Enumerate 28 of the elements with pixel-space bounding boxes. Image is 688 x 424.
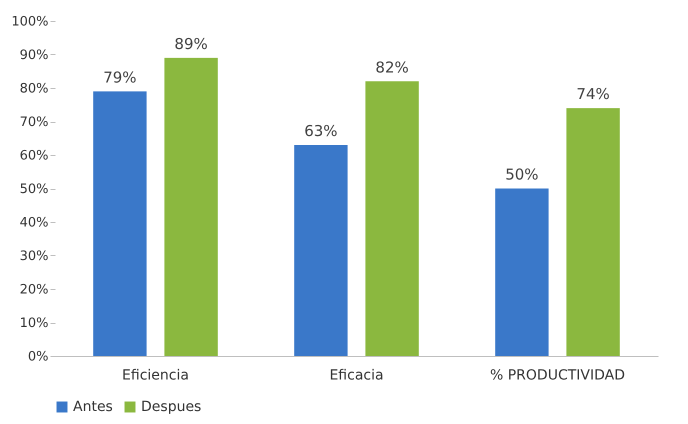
- bar: [566, 108, 620, 356]
- bar: [164, 58, 218, 356]
- legend-label: Antes: [73, 399, 113, 415]
- bar: [93, 91, 147, 356]
- y-tick-label: 50%: [20, 182, 48, 197]
- legend-label: Despues: [141, 399, 202, 415]
- x-tick-label: Eficacia: [329, 368, 384, 384]
- data-label: 63%: [304, 122, 338, 140]
- bar: [294, 144, 348, 356]
- data-label: 82%: [375, 58, 409, 76]
- data-label: 74%: [576, 85, 610, 104]
- y-tick-label: 90%: [20, 48, 48, 63]
- data-label: 79%: [103, 68, 137, 86]
- bar: [495, 188, 549, 356]
- y-tick-label: 60%: [20, 148, 48, 164]
- bar: [365, 81, 419, 356]
- data-label: 89%: [174, 34, 208, 53]
- data-label: 50%: [505, 166, 539, 184]
- x-tick-label: Eficiencia: [122, 368, 189, 384]
- y-tick-label: 10%: [20, 316, 48, 331]
- y-tick-label: 40%: [20, 216, 48, 230]
- y-tick-label: 20%: [20, 282, 48, 298]
- y-tick-label: 0%: [28, 350, 48, 364]
- y-tick-label: 80%: [20, 82, 48, 96]
- y-tick-label: 70%: [20, 115, 48, 130]
- y-tick-label: 30%: [20, 249, 48, 264]
- y-tick-label: 100%: [11, 14, 48, 30]
- x-tick-label: % PRODUCTIVIDAD: [490, 368, 626, 384]
